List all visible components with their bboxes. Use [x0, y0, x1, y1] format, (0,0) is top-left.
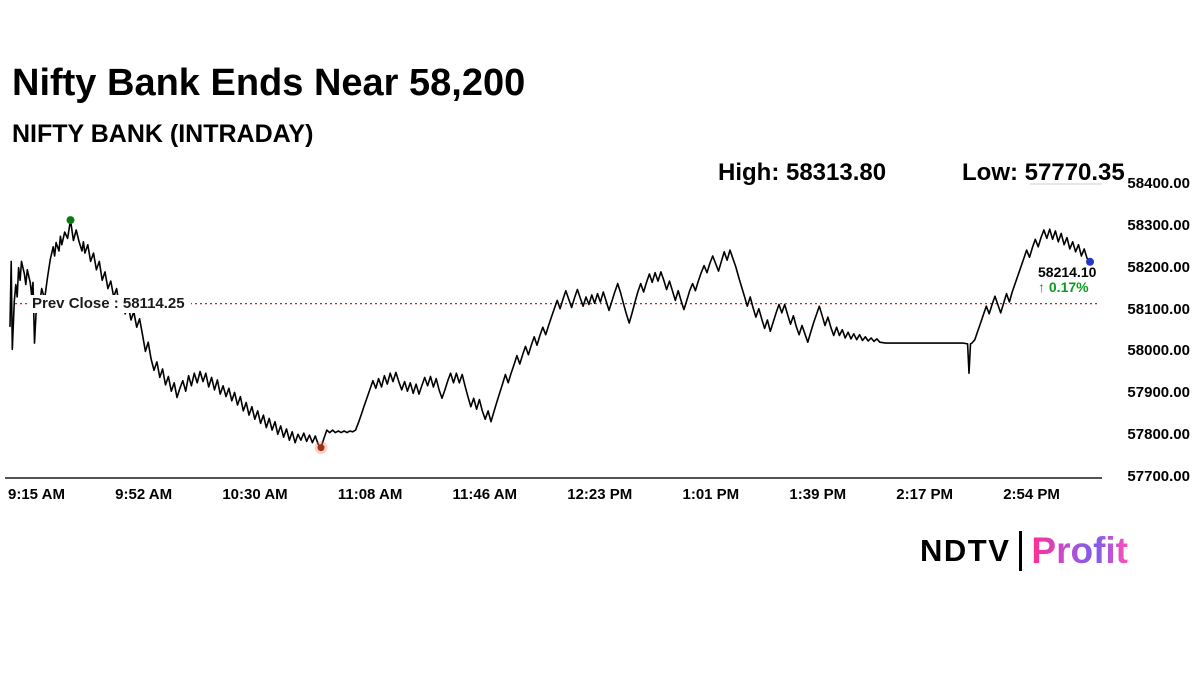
y-axis-label: 58200.00	[1127, 259, 1190, 276]
x-axis-label: 9:52 AM	[115, 486, 173, 503]
prev-close-label: Prev Close : 58114.25	[30, 295, 191, 313]
y-axis-label: 58100.00	[1127, 301, 1190, 318]
page-title: Nifty Bank Ends Near 58,200	[12, 62, 526, 104]
x-axis-label: 1:39 PM	[789, 486, 847, 503]
x-axis-label: 12:23 PM	[567, 486, 633, 503]
high-marker	[66, 216, 75, 225]
x-axis-label: 10:30 AM	[222, 486, 288, 503]
price-line	[9, 219, 1091, 449]
x-axis-label: 1:01 PM	[682, 486, 740, 503]
change-percent: ↑ 0.17%	[1038, 279, 1089, 295]
y-axis-label: 57700.00	[1127, 468, 1190, 485]
x-axis-label: 2:54 PM	[1003, 486, 1060, 503]
last-price-value: 58214.10	[1038, 264, 1097, 280]
x-axis-label: 2:17 PM	[896, 486, 953, 503]
day-low-label: Low: 57770.35	[962, 159, 1125, 186]
x-axis-label: 11:08 AM	[337, 486, 403, 503]
y-axis-label: 57800.00	[1127, 426, 1190, 443]
profit-wordmark: Profit	[1031, 530, 1128, 571]
logo-divider	[1019, 531, 1023, 571]
ndtv-profit-logo: NDTV Profit	[920, 530, 1128, 572]
last-price-callout: 58214.10 ↑ 0.17%	[1038, 265, 1096, 295]
y-axis-label: 58400.00	[1127, 175, 1190, 192]
x-axis-label: 11:46 AM	[452, 486, 518, 503]
x-axis: 9:15 AM 9:52 AM 10:30 AM 11:08 AM 11:46 AM 12…	[8, 486, 1060, 503]
x-axis-label: 9:15 AM	[8, 486, 65, 503]
low-marker	[317, 444, 325, 452]
y-axis-label: 58300.00	[1127, 217, 1190, 234]
y-axis-label: 58000.00	[1127, 342, 1190, 359]
day-high-label: High: 58313.80	[718, 159, 887, 186]
y-axis-label: 57900.00	[1127, 384, 1190, 401]
chart-subtitle: NIFTY BANK (INTRADAY)	[12, 120, 314, 148]
intraday-line-chart	[5, 183, 1102, 479]
ndtv-wordmark: NDTV	[920, 533, 1011, 568]
last-price-marker	[1086, 257, 1094, 266]
